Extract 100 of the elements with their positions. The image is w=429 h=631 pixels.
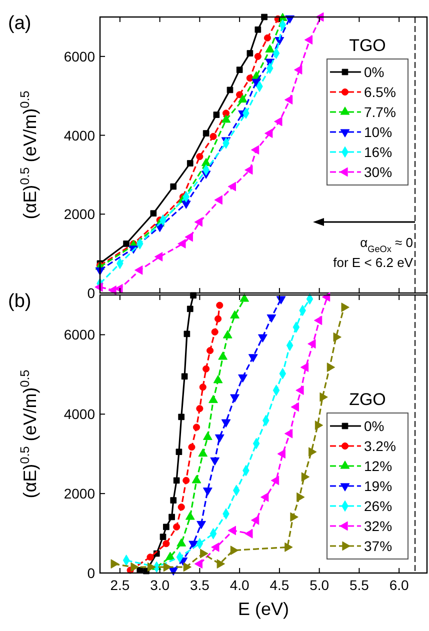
point xyxy=(222,330,232,338)
point xyxy=(277,449,286,459)
point xyxy=(284,542,293,552)
y-tick-label: 4000 xyxy=(64,127,96,144)
point xyxy=(238,94,248,103)
point xyxy=(202,130,210,136)
point xyxy=(196,405,204,412)
point xyxy=(190,292,196,299)
point xyxy=(260,492,269,502)
point xyxy=(238,374,248,383)
point xyxy=(194,217,203,227)
point xyxy=(250,516,260,525)
point xyxy=(201,158,211,166)
point xyxy=(230,310,240,318)
point xyxy=(326,362,336,372)
point xyxy=(185,512,195,520)
point xyxy=(183,562,192,572)
point xyxy=(166,552,175,560)
point xyxy=(314,420,324,430)
legend-label: 30% xyxy=(364,164,392,180)
point xyxy=(181,200,191,209)
y-tick-label: 2000 xyxy=(64,206,96,222)
point xyxy=(216,559,225,569)
point xyxy=(154,252,163,262)
point xyxy=(244,165,253,175)
point xyxy=(290,512,298,522)
point xyxy=(163,562,172,572)
legend-label: 26% xyxy=(364,498,392,514)
point xyxy=(213,112,220,118)
point xyxy=(162,540,170,548)
x-axis-title: E (eV) xyxy=(238,599,290,619)
point xyxy=(266,314,276,323)
point xyxy=(123,240,130,247)
point xyxy=(218,352,228,360)
legend-label: 6.5% xyxy=(364,84,396,100)
legend-label: 0% xyxy=(364,64,384,80)
point xyxy=(146,554,154,561)
legend-label: 7.7% xyxy=(364,104,396,120)
y-tick-label: 6000 xyxy=(64,326,96,343)
point xyxy=(206,347,214,354)
point xyxy=(178,414,185,420)
point xyxy=(308,339,316,349)
point xyxy=(304,35,313,45)
point xyxy=(284,95,293,104)
point xyxy=(192,424,200,431)
point xyxy=(211,328,218,336)
point xyxy=(134,265,143,275)
legend-label: 16% xyxy=(364,144,392,160)
point xyxy=(214,434,224,443)
point xyxy=(198,448,208,457)
x-tick-label: 6.0 xyxy=(389,577,410,593)
point xyxy=(228,182,236,192)
point xyxy=(173,523,180,530)
point xyxy=(147,562,156,572)
legend-label: 19% xyxy=(364,478,392,494)
point xyxy=(230,394,240,402)
point xyxy=(258,334,268,342)
point xyxy=(168,514,175,520)
point xyxy=(182,476,190,484)
point xyxy=(178,239,186,248)
point xyxy=(176,538,186,546)
point xyxy=(210,457,220,466)
point xyxy=(211,542,220,552)
point xyxy=(194,559,203,569)
point xyxy=(202,432,212,440)
point xyxy=(274,116,282,126)
legend-label: 3.2% xyxy=(364,438,396,454)
point xyxy=(170,183,177,190)
x-tick-label: 5.0 xyxy=(310,577,330,593)
point xyxy=(173,477,180,484)
point xyxy=(95,267,105,276)
point xyxy=(294,65,302,75)
point xyxy=(186,306,194,312)
annotation: for E < 6.2 eV xyxy=(333,255,414,270)
point xyxy=(130,562,139,572)
point xyxy=(314,316,322,326)
point xyxy=(221,419,231,428)
point xyxy=(213,375,223,384)
point xyxy=(160,534,166,540)
point xyxy=(176,448,182,456)
x-tick-label: 3.5 xyxy=(190,577,210,593)
chart-title: (a) xyxy=(8,13,32,34)
y-tick-label: 6000 xyxy=(64,48,96,64)
point xyxy=(301,472,310,482)
point xyxy=(236,66,243,73)
point xyxy=(341,302,350,312)
point xyxy=(264,34,272,42)
x-tick-label: 5.5 xyxy=(349,577,370,593)
point xyxy=(296,386,304,395)
legend-label: 37% xyxy=(364,538,392,554)
point xyxy=(248,354,258,362)
point xyxy=(308,447,317,457)
point xyxy=(170,497,177,504)
point xyxy=(214,315,222,322)
point xyxy=(320,392,328,402)
point xyxy=(178,504,185,511)
point xyxy=(265,44,275,53)
point xyxy=(222,110,230,117)
legend-label: 12% xyxy=(364,458,392,474)
x-tick-label: 4.0 xyxy=(230,577,250,593)
